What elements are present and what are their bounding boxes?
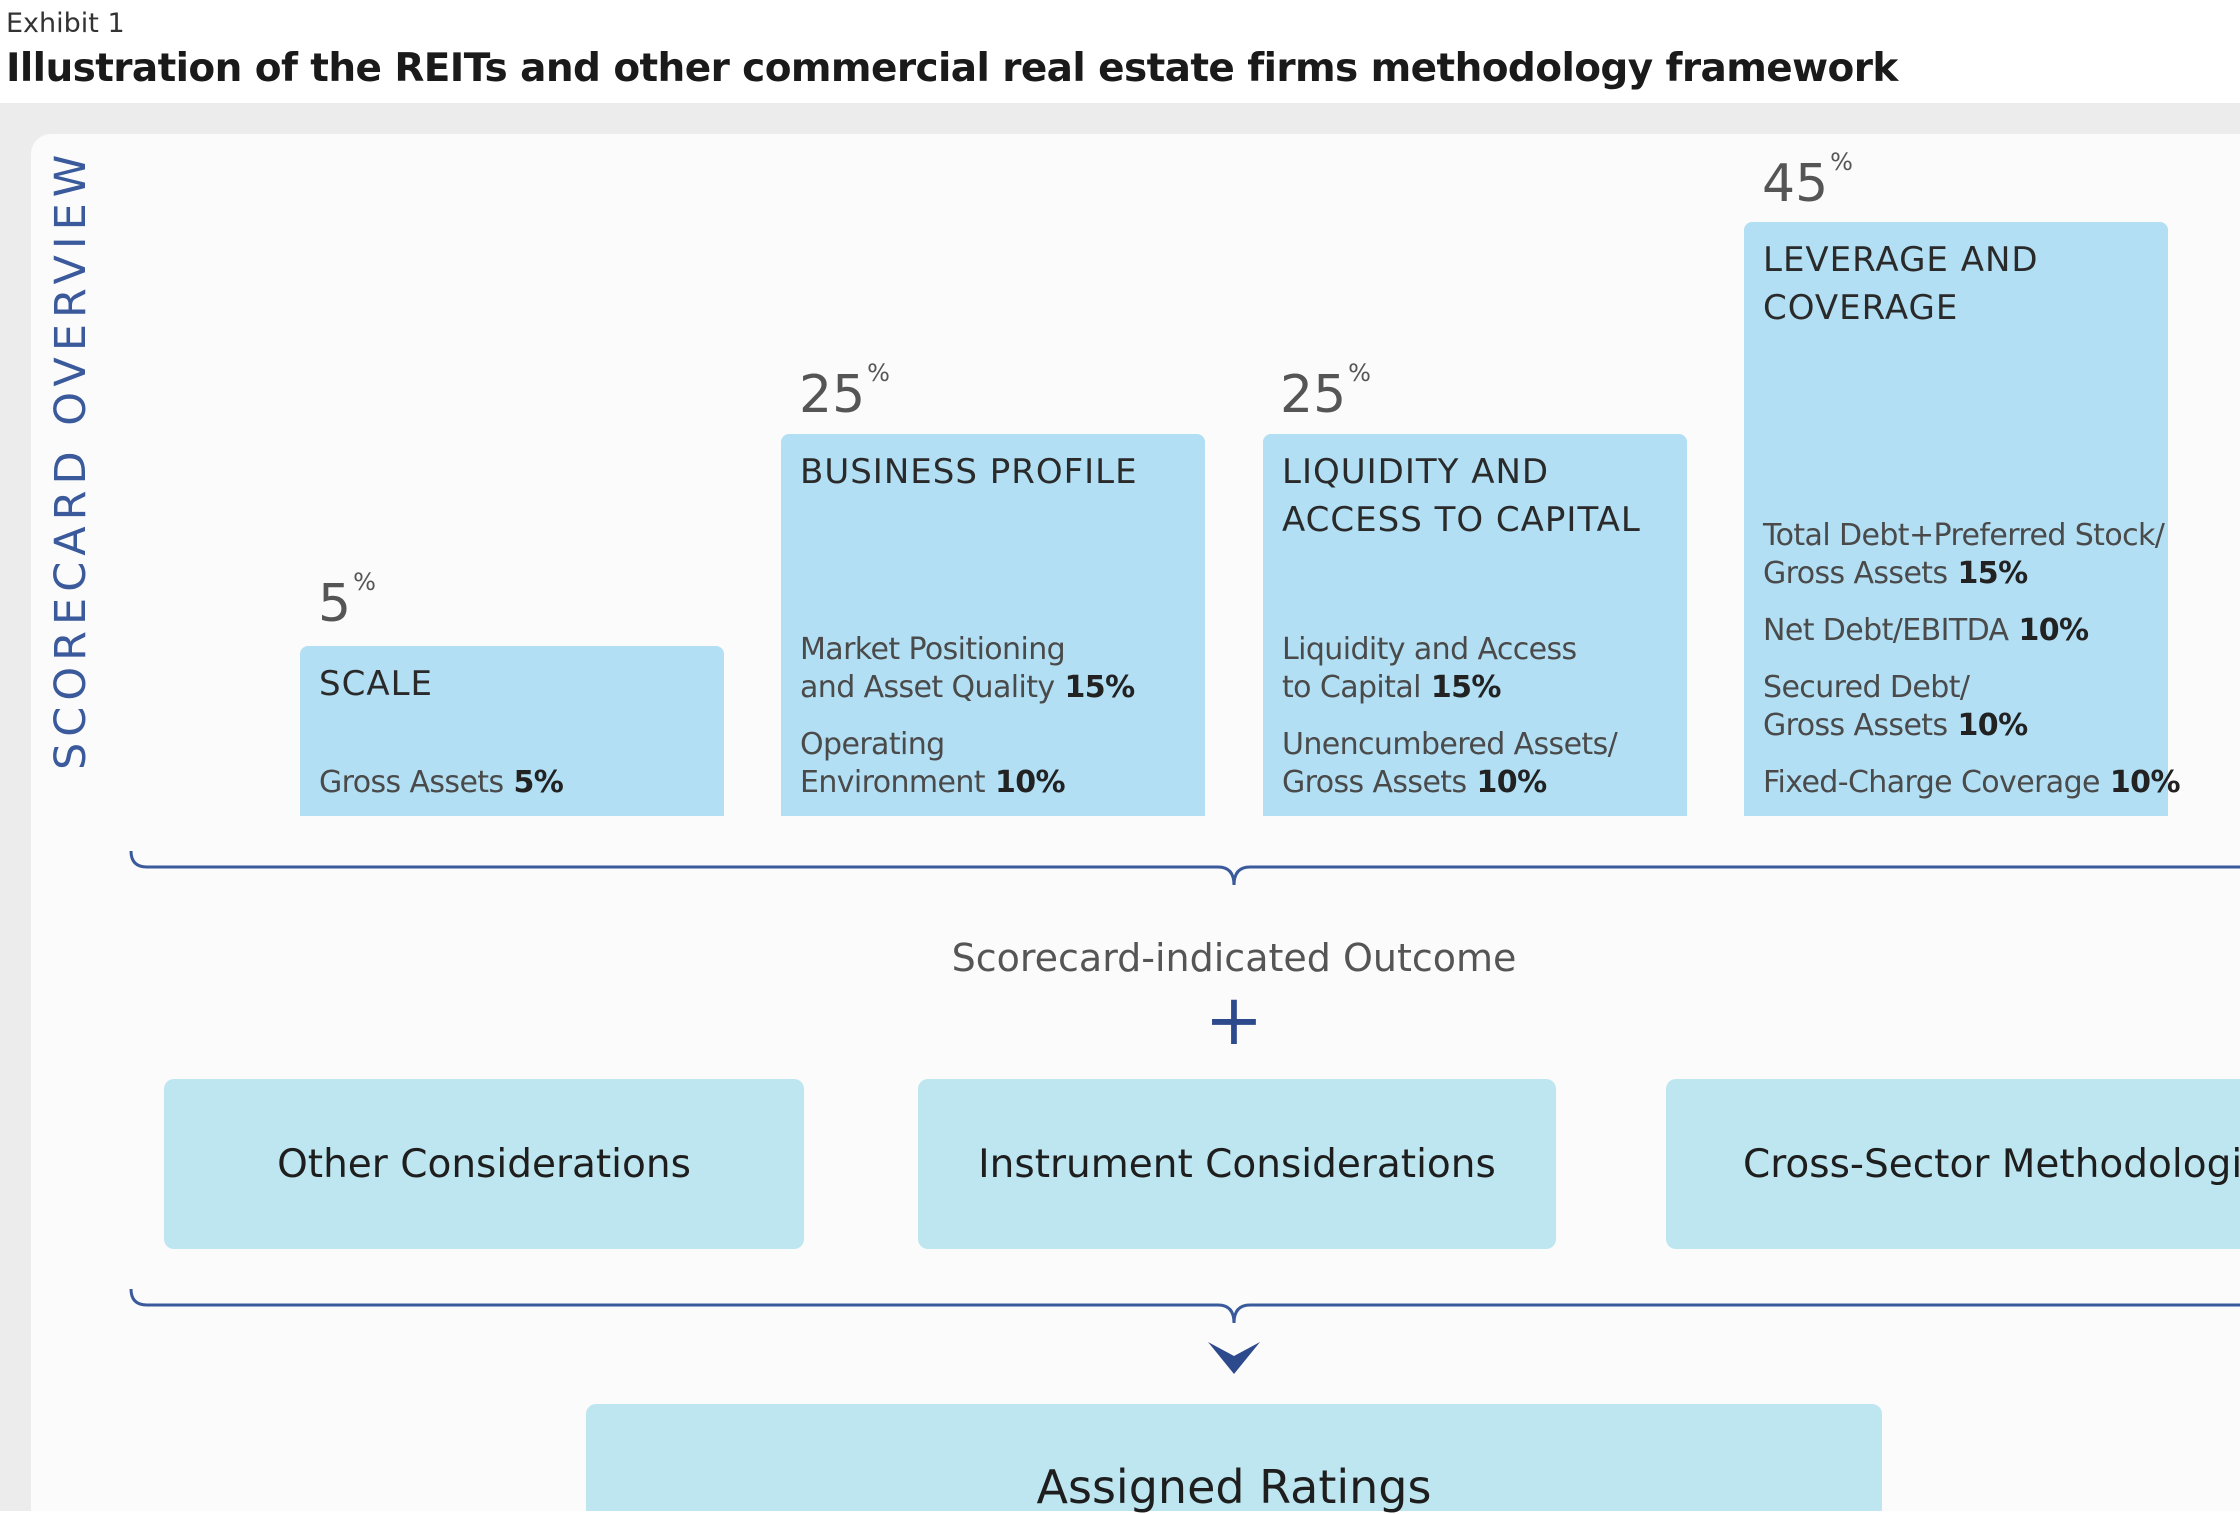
metric-market-positioning: Market Positioning and Asset Quality 15% (800, 631, 1195, 707)
factor-title-line: COVERAGE (1763, 288, 1959, 328)
metric-label: Gross Assets (1763, 708, 1948, 743)
metric-label: Net Debt/EBITDA (1763, 613, 2009, 648)
metric-operating-environment: Operating Environment 10% (800, 726, 1195, 802)
factor-title-line: ACCESS TO CAPITAL (1282, 500, 1641, 540)
metric-weight: 10% (1476, 765, 1548, 800)
factor-weight-business-profile: 25% (799, 359, 890, 425)
factor-weight-scale: 5% (318, 568, 376, 634)
metric-label: to Capital (1282, 670, 1421, 705)
metric-label-line: Operating (800, 727, 945, 762)
metric-weight: 15% (1430, 670, 1502, 705)
metric-weight: 15% (1957, 556, 2029, 591)
metric-label-line: Fixed-Charge Coverage 10% (1763, 764, 2181, 802)
metric-label-line: to Capital 15% (1282, 669, 1677, 707)
metric-unencumbered-assets: Unencumbered Assets/ Gross Assets 10% (1282, 726, 1677, 802)
metric-label: Gross Assets (1763, 556, 1948, 591)
metric-label: Gross Assets (1282, 765, 1467, 800)
metric-gross-assets: Gross Assets 5% (319, 764, 714, 802)
factor-box-scale: SCALE Gross Assets 5% (300, 646, 724, 816)
factor-weight-liquidity: 25% (1280, 359, 1371, 425)
factor-title-line: LIQUIDITY AND (1282, 452, 1550, 492)
metric-label-line: Total Debt+Preferred Stock/ (1763, 518, 2165, 553)
factor-weight-value: 25 (799, 365, 866, 425)
metric-label: and Asset Quality (800, 670, 1055, 705)
factor-weight-leverage: 45% (1762, 148, 1853, 214)
metric-weight: 15% (1064, 670, 1136, 705)
factor-title: LEVERAGE AND COVERAGE (1763, 236, 2039, 332)
factor-metrics: Gross Assets 5% (319, 764, 714, 802)
metric-label-line: Environment 10% (800, 764, 1195, 802)
page-title: Illustration of the REITs and other comm… (6, 46, 1898, 91)
scorecard-outcome-label: Scorecard-indicated Outcome (951, 936, 1517, 980)
metric-label-line: Gross Assets 15% (1763, 555, 2158, 593)
factor-weight-value: 25 (1280, 365, 1347, 425)
metric-label-line: Market Positioning (800, 632, 1066, 667)
factor-box-business-profile: BUSINESS PROFILE Market Positioning and … (781, 434, 1205, 816)
factor-title-line: SCALE (319, 664, 434, 704)
metric-weight: 10% (994, 765, 1066, 800)
metric-label-line: Net Debt/EBITDA 10% (1763, 612, 2158, 650)
metric-label: Gross Assets (319, 765, 504, 800)
factor-metrics: Total Debt+Preferred Stock/ Gross Assets… (1763, 517, 2181, 802)
metric-liquidity-access: Liquidity and Access to Capital 15% (1282, 631, 1677, 707)
cross-sector-methodologies-box: Cross-Sector Methodologies* (1666, 1079, 2240, 1249)
metric-label-line: Gross Assets 10% (1282, 764, 1677, 802)
factor-box-liquidity: LIQUIDITY AND ACCESS TO CAPITAL Liquidit… (1263, 434, 1687, 816)
factor-title: BUSINESS PROFILE (800, 448, 1138, 496)
factor-weight-value: 45 (1762, 154, 1829, 214)
metric-label-line: and Asset Quality 15% (800, 669, 1195, 707)
assigned-ratings-box: Assigned Ratings (586, 1404, 1882, 1514)
factor-metrics: Market Positioning and Asset Quality 15% … (800, 631, 1195, 802)
bottom-bracket (129, 1288, 2240, 1324)
metric-total-debt: Total Debt+Preferred Stock/ Gross Assets… (1763, 517, 2165, 593)
factor-metrics: Liquidity and Access to Capital 15% Unenc… (1282, 631, 1677, 802)
metric-fixed-charge-coverage: Fixed-Charge Coverage 10% (1763, 764, 2181, 802)
factor-title: LIQUIDITY AND ACCESS TO CAPITAL (1282, 448, 1641, 544)
metric-label-line: Gross Assets 5% (319, 764, 714, 802)
factor-box-leverage: LEVERAGE AND COVERAGE Total Debt+Preferr… (1744, 222, 2181, 816)
metric-label: Fixed-Charge Coverage (1763, 765, 2100, 800)
metric-label-line: Gross Assets 10% (1763, 707, 2158, 745)
metric-weight: 5% (513, 765, 564, 800)
factor-title: SCALE (319, 660, 433, 708)
metric-label-line: Liquidity and Access (1282, 632, 1577, 667)
other-considerations-box: Other Considerations (164, 1079, 804, 1249)
percent-sign: % (1830, 148, 1853, 176)
percent-sign: % (353, 568, 376, 596)
metric-secured-debt: Secured Debt/ Gross Assets 10% (1763, 669, 2158, 745)
metric-weight: 10% (2109, 765, 2181, 800)
top-bracket (129, 850, 2240, 886)
metric-net-debt-ebitda: Net Debt/EBITDA 10% (1763, 612, 2158, 650)
metric-label-line: Unencumbered Assets/ (1282, 727, 1618, 762)
factor-title-line: BUSINESS PROFILE (800, 452, 1138, 492)
percent-sign: % (867, 359, 890, 387)
factor-title-line: LEVERAGE AND (1763, 240, 2039, 280)
metric-label-line: Secured Debt/ (1763, 670, 1970, 705)
percent-sign: % (1348, 359, 1371, 387)
exhibit-label: Exhibit 1 (6, 8, 125, 39)
metric-label: Environment (800, 765, 986, 800)
metric-weight: 10% (2018, 613, 2089, 648)
down-arrow-icon (1208, 1342, 1260, 1374)
instrument-considerations-box: Instrument Considerations (918, 1079, 1556, 1249)
metric-weight: 10% (1957, 708, 2029, 743)
plus-icon: + (1204, 979, 1264, 1061)
factor-weight-value: 5 (318, 574, 352, 634)
